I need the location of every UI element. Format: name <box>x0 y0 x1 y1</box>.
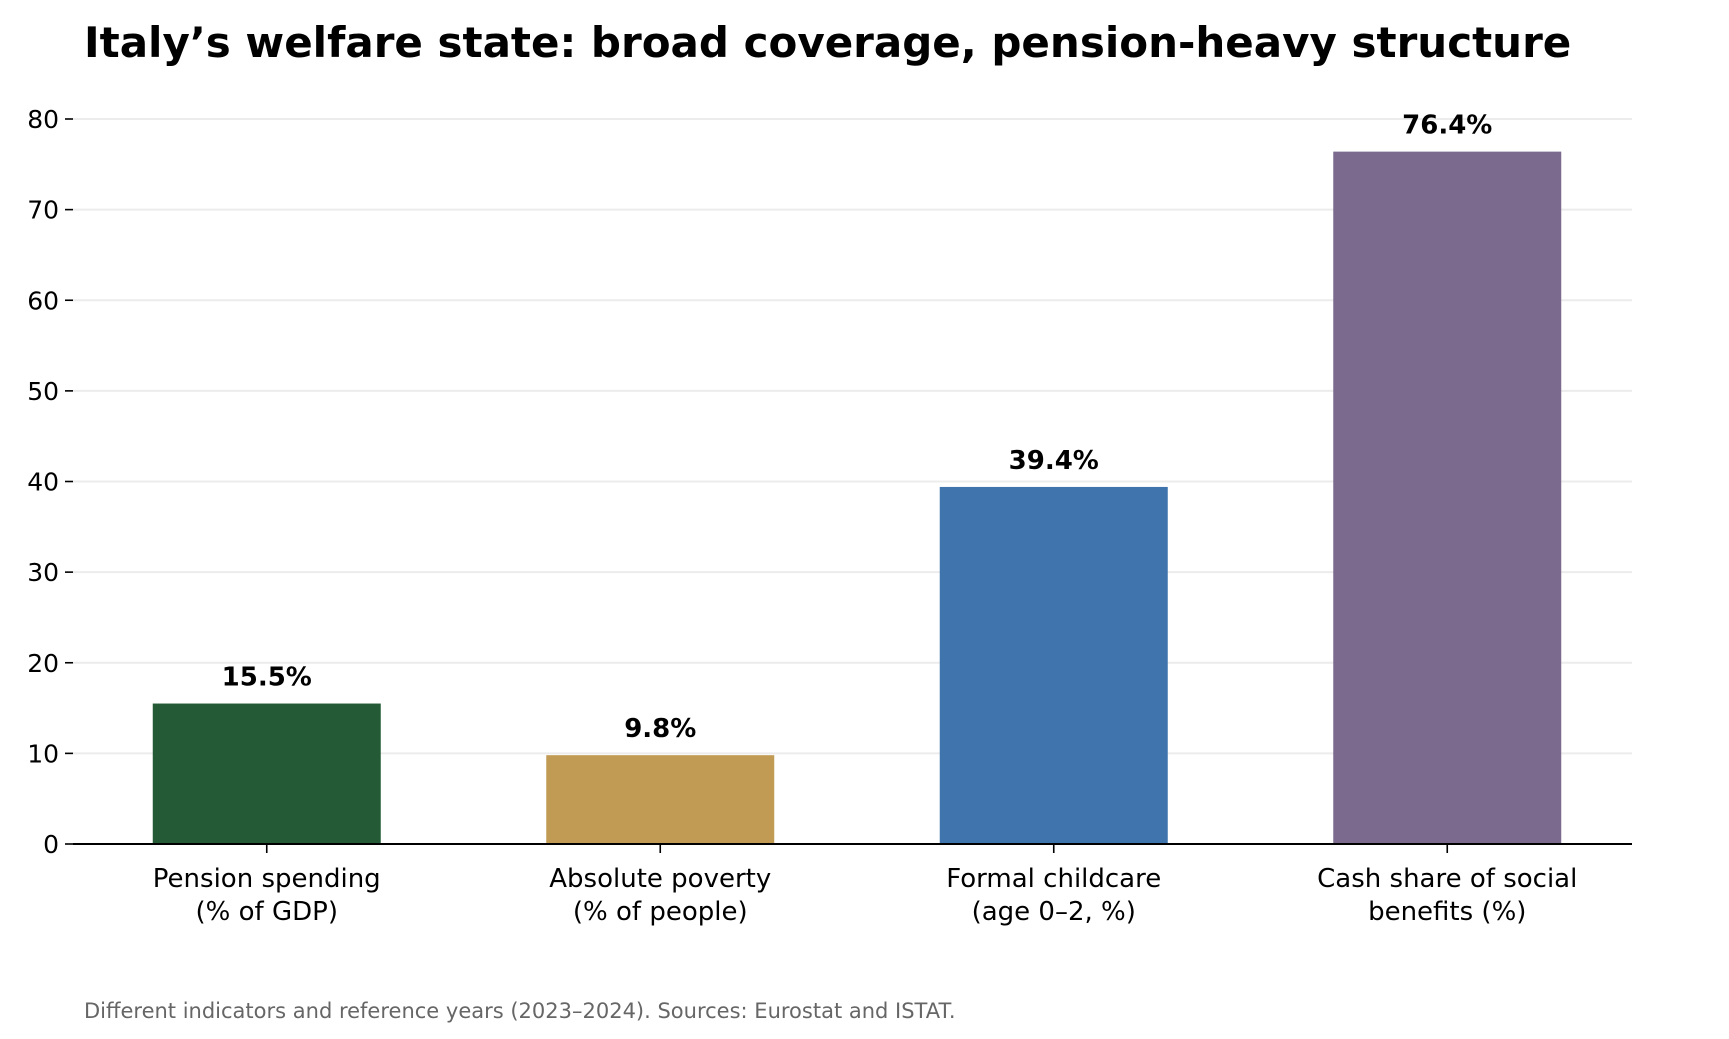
y-tick-label: 50 <box>27 377 59 406</box>
y-tick-label: 80 <box>27 105 59 134</box>
x-tick-label: Formal childcare (age 0–2, %) <box>946 864 1161 927</box>
y-tick-label: 60 <box>27 286 59 315</box>
data-label: 15.5% <box>222 663 312 693</box>
bar <box>152 703 381 844</box>
data-label: 76.4% <box>1402 111 1492 141</box>
bar <box>939 486 1168 844</box>
data-label: 39.4% <box>1009 446 1099 476</box>
bar <box>1333 151 1562 844</box>
x-tick-label: Absolute poverty (% of people) <box>549 864 771 927</box>
chart-title: Italy’s welfare state: broad coverage, p… <box>84 18 1571 67</box>
gridlines <box>73 118 1632 755</box>
y-tick-label: 10 <box>27 739 59 768</box>
x-tick-label: Cash share of social benefits (%) <box>1317 864 1577 927</box>
y-tick-label: 70 <box>27 196 59 225</box>
data-label: 9.8% <box>624 714 696 744</box>
y-tick-label: 0 <box>43 830 59 859</box>
axes: 0 10 20 30 40 50 60 70 80 Pension spending (% of G… <box>27 105 1632 927</box>
y-tick-label: 40 <box>27 468 59 497</box>
x-tick-label: Pension spending (% of GDP) <box>153 864 381 927</box>
y-tick-label: 20 <box>27 649 59 678</box>
bar <box>546 755 775 844</box>
footnote: Different indicators and reference years… <box>84 999 956 1023</box>
data-labels: 15.5% 9.8% 39.4% 76.4% <box>222 111 1493 745</box>
bars <box>152 151 1562 844</box>
y-tick-label: 30 <box>27 558 59 587</box>
